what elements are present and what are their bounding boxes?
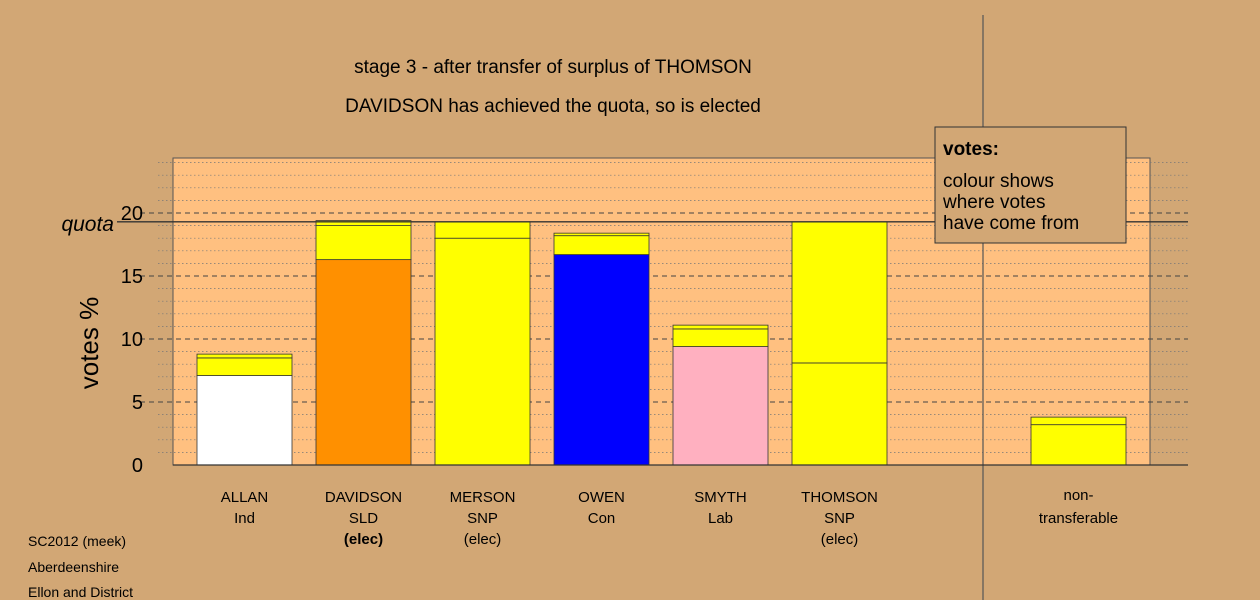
bar-segment-merson — [434, 221, 531, 239]
bar-segment-allan — [196, 375, 293, 466]
bar-segment-smyth — [672, 328, 769, 347]
bars — [196, 220, 1127, 466]
legend-title: votes: — [943, 139, 999, 160]
nontransferable-label: non- — [1063, 487, 1093, 504]
candidate-party-label: Con — [588, 510, 616, 527]
chart-title: stage 3 - after transfer of surplus of T… — [354, 57, 752, 78]
bar-segment-owen — [553, 254, 650, 466]
bar-segment-thomson — [791, 362, 888, 466]
candidate-party-label: SNP — [467, 510, 498, 527]
legend-line-3: have come from — [943, 213, 1079, 234]
y-tick-label: 5 — [132, 392, 143, 414]
bar-segment-merson — [434, 237, 531, 466]
legend-line-1: colour shows — [943, 171, 1054, 192]
bar-segment-allan — [196, 353, 293, 359]
bar-segment-davidson — [315, 220, 412, 226]
nontransferable-label: transferable — [1039, 510, 1118, 527]
bar-segment-allan — [196, 357, 293, 376]
bar-segment-davidson — [315, 259, 412, 466]
y-axis-label: votes % — [74, 297, 104, 390]
legend-line-2: where votes — [942, 192, 1045, 213]
candidate-name-label: MERSON — [450, 489, 516, 506]
x-axis-labels: ALLAN Ind DAVIDSON SLD (elec) MERSON SNP (elec)… — [221, 487, 1118, 548]
candidate-status-label: (elec) — [344, 531, 383, 548]
bar-segment-nontransferable — [1030, 416, 1127, 426]
footer-ward: Ellon and District — [28, 584, 133, 600]
candidate-status-label: (elec) — [464, 531, 502, 548]
y-tick-label: 15 — [121, 266, 143, 288]
bar-segment-davidson — [315, 225, 412, 261]
bar-segment-owen — [553, 232, 650, 237]
y-axis-ticks: 0 5 10 15 20 — [121, 203, 143, 477]
bar-segment-smyth — [672, 346, 769, 466]
y-tick-label: 20 — [121, 203, 143, 225]
footer-council: Aberdeenshire — [28, 559, 119, 575]
quota-label: quota — [61, 213, 114, 236]
candidate-name-label: SMYTH — [694, 489, 747, 506]
candidate-party-label: Ind — [234, 510, 255, 527]
legend-box — [934, 126, 1127, 244]
footer-source: SC2012 (meek) — [28, 533, 126, 549]
bar-segment-thomson — [791, 221, 888, 364]
candidate-party-label: SNP — [824, 510, 855, 527]
bar-segment-nontransferable — [1030, 424, 1127, 466]
candidate-name-label: OWEN — [578, 489, 625, 506]
y-tick-label: 10 — [121, 329, 143, 351]
bar-segment-owen — [553, 235, 650, 255]
y-tick-label: 0 — [132, 455, 143, 477]
candidate-name-label: THOMSON — [801, 489, 878, 506]
candidate-party-label: SLD — [349, 510, 378, 527]
chart-subtitle: DAVIDSON has achieved the quota, so is e… — [345, 96, 761, 117]
grid-lines — [140, 162, 1188, 453]
candidate-status-label: (elec) — [821, 531, 859, 548]
bar-segment-smyth — [672, 324, 769, 330]
candidate-party-label: Lab — [708, 510, 733, 527]
candidate-name-label: ALLAN — [221, 489, 269, 506]
candidate-name-label: DAVIDSON — [325, 489, 402, 506]
legend: votes: colour shows where votes have com… — [934, 126, 1127, 244]
